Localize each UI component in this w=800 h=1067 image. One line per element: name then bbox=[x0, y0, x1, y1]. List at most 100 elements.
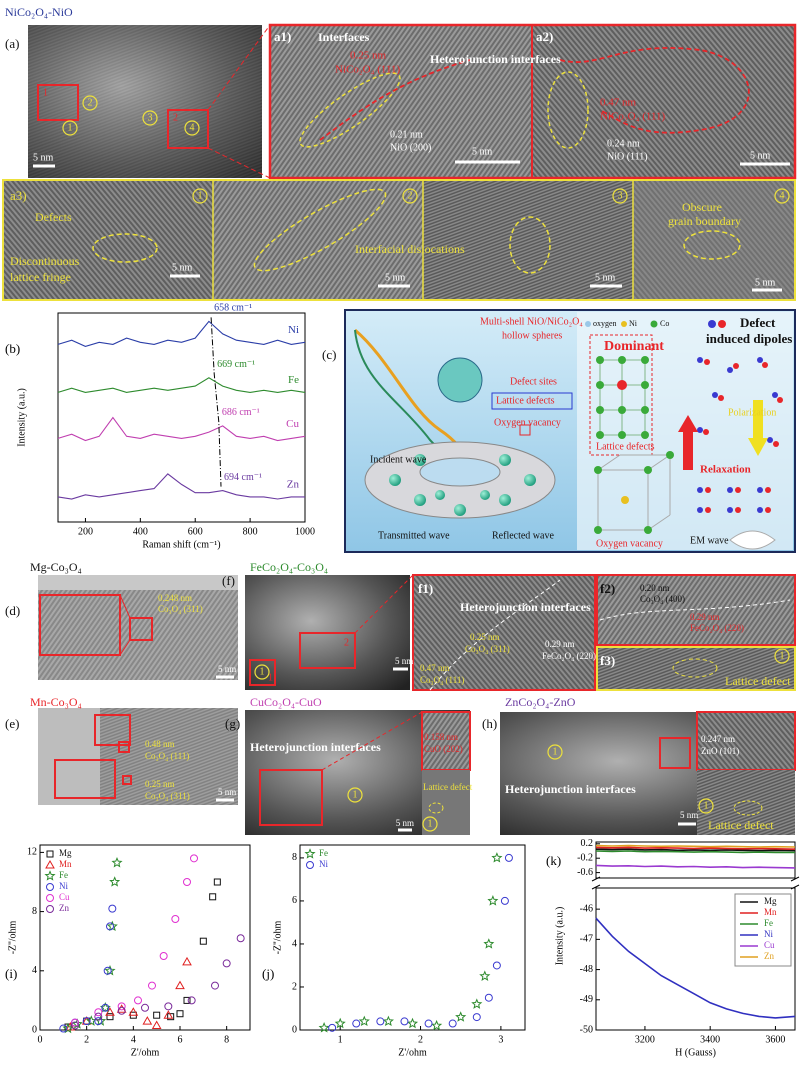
y-axis-label: -Z''/ohm bbox=[272, 920, 283, 954]
axis-break bbox=[591, 884, 601, 890]
point bbox=[183, 996, 191, 1004]
point bbox=[46, 850, 54, 858]
point bbox=[141, 1003, 149, 1012]
legend-box bbox=[734, 893, 792, 967]
peak-trend bbox=[210, 317, 222, 487]
plot-frame bbox=[595, 887, 796, 1031]
label: 0.20 nm bbox=[640, 583, 670, 593]
label: 0.48 nm bbox=[145, 739, 175, 749]
label: 2 bbox=[173, 112, 178, 123]
point bbox=[318, 1021, 330, 1033]
label: 1 bbox=[553, 746, 558, 757]
site-marker bbox=[254, 664, 270, 680]
x-tick-label: 1000 bbox=[295, 526, 315, 537]
point bbox=[304, 848, 316, 859]
label: f1) bbox=[418, 581, 433, 596]
label: Heterojunction interfaces bbox=[460, 600, 591, 614]
point bbox=[117, 1002, 126, 1011]
label: grain boundary bbox=[668, 214, 741, 228]
legend-label: Fe bbox=[59, 870, 68, 880]
label: Relaxation bbox=[700, 464, 751, 476]
point bbox=[94, 1017, 103, 1026]
label: (e) bbox=[5, 716, 19, 731]
plot-frame bbox=[39, 844, 251, 1031]
label: 0.21 nm bbox=[390, 129, 423, 140]
x-tick-label: 400 bbox=[133, 526, 148, 537]
label: 0.24 nm bbox=[607, 138, 640, 149]
site-marker bbox=[547, 744, 563, 760]
point bbox=[71, 1021, 79, 1030]
label: Defect sites bbox=[510, 376, 557, 387]
label: 3 bbox=[148, 112, 153, 123]
label: NiO (111) bbox=[607, 151, 648, 162]
point bbox=[71, 1018, 79, 1027]
point bbox=[491, 852, 503, 863]
label: ZnO (101) bbox=[701, 746, 739, 756]
point bbox=[209, 893, 217, 901]
point bbox=[44, 870, 56, 881]
x-tick-label: 3400 bbox=[700, 1034, 720, 1045]
point bbox=[306, 861, 314, 869]
legend-label: Cu bbox=[764, 940, 775, 950]
point bbox=[106, 1013, 114, 1021]
label: 1 bbox=[704, 800, 709, 811]
point bbox=[500, 896, 509, 905]
x-tick-label: 3 bbox=[498, 1034, 503, 1045]
label: 2 bbox=[408, 190, 413, 201]
point bbox=[448, 1019, 457, 1028]
label: CuCo₂O₄-CuO bbox=[250, 695, 322, 709]
label: induced dipoles bbox=[706, 331, 792, 346]
label: 5 nm bbox=[33, 152, 54, 163]
point bbox=[103, 966, 112, 975]
x-tick-label: 3200 bbox=[635, 1034, 655, 1045]
y-axis-label: Intensity (a.u.) bbox=[554, 907, 565, 966]
point bbox=[183, 878, 191, 886]
site-marker bbox=[612, 188, 628, 204]
label: a1) bbox=[274, 29, 291, 44]
series-label: Cu bbox=[286, 418, 299, 430]
label: EM wave bbox=[690, 535, 729, 546]
label: Heterojunction interfaces bbox=[430, 52, 561, 66]
legend-label: Ni bbox=[59, 881, 68, 891]
label: Polarization bbox=[728, 407, 776, 418]
label: Transmitted wave bbox=[378, 530, 450, 541]
mechanism-diagram bbox=[344, 309, 796, 553]
y-tick-label: -46 bbox=[580, 903, 593, 914]
series-line bbox=[57, 416, 306, 442]
point bbox=[504, 853, 513, 862]
y-tick-label: -0.2 bbox=[577, 852, 593, 863]
point bbox=[94, 1008, 103, 1017]
point bbox=[376, 1017, 385, 1026]
point bbox=[46, 905, 54, 913]
point bbox=[472, 1013, 481, 1022]
point bbox=[167, 1013, 175, 1021]
label: 5 nm bbox=[172, 262, 193, 273]
label: (f) bbox=[222, 573, 235, 588]
series-label: Ni bbox=[288, 324, 299, 336]
point bbox=[106, 920, 118, 932]
series-line bbox=[595, 917, 796, 1019]
label: 1 bbox=[260, 666, 265, 677]
legend-label: Zn bbox=[764, 951, 774, 961]
point bbox=[46, 894, 54, 902]
label: Lattice defects bbox=[496, 395, 555, 406]
point bbox=[382, 1015, 394, 1027]
axis-break bbox=[591, 876, 601, 882]
y-tick-label: 0.2 bbox=[581, 838, 594, 849]
label: 1 bbox=[68, 122, 73, 133]
label: Co₃O₄ (311) bbox=[465, 644, 510, 654]
label: a2) bbox=[536, 29, 553, 44]
point bbox=[487, 895, 499, 906]
x-tick-label: 6 bbox=[178, 1034, 183, 1045]
label: f3) bbox=[600, 653, 615, 668]
point bbox=[101, 1003, 110, 1012]
x-tick-label: 800 bbox=[243, 526, 258, 537]
point bbox=[479, 970, 491, 981]
series-label: Fe bbox=[288, 374, 299, 386]
label: FeCo₂O₄ (220) bbox=[690, 623, 744, 633]
x-tick-label: 3600 bbox=[765, 1034, 785, 1045]
panel-label: (j) bbox=[262, 966, 274, 981]
site-marker bbox=[184, 120, 200, 136]
label: 2 bbox=[344, 637, 349, 648]
x-tick-label: 2 bbox=[418, 1034, 423, 1045]
